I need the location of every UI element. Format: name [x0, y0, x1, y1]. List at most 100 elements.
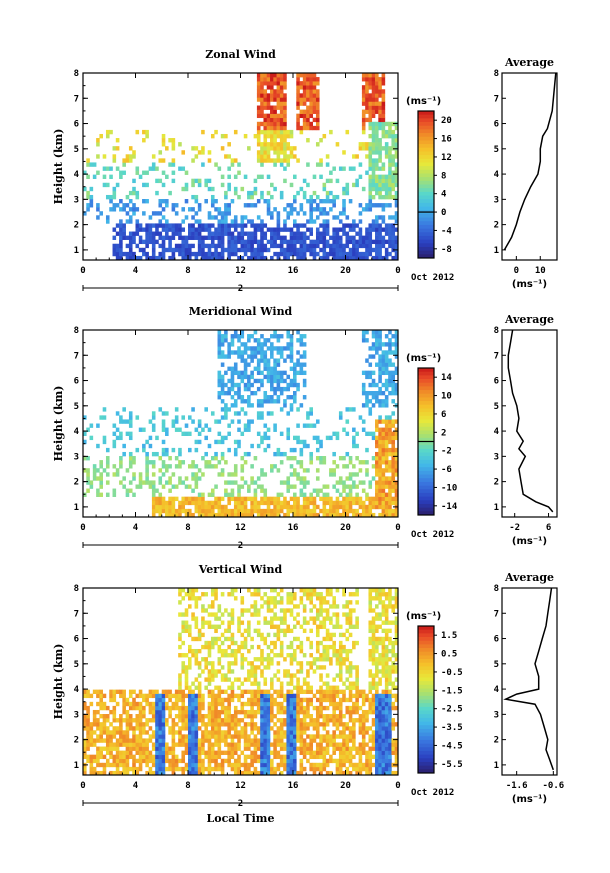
meridional-ytick: 5: [74, 402, 79, 412]
meridional-xtick: 12: [235, 523, 246, 533]
zonal-avg-frame: [501, 72, 558, 261]
zonal-avg-ytick: 8: [494, 69, 499, 79]
meridional-colorbar-label: 10: [441, 392, 452, 402]
zonal-colorbar: 20 16 12 8 4 0 -4 -8: [417, 110, 452, 259]
meridional-colorbar: 14 10 6 2 -2 -6 -10 -14: [417, 367, 458, 516]
vertical-day-label: 2: [238, 799, 243, 809]
vertical-colorbar-label: -4.5: [441, 741, 463, 751]
vertical-xtick: 16: [288, 781, 299, 791]
zonal-date-label: Oct 2012: [411, 273, 454, 283]
meridional-xtick: 20: [340, 523, 351, 533]
vertical-avg-ytick: 4: [494, 685, 500, 695]
meridional-ytick: 3: [74, 452, 79, 462]
zonal-ytick: 1: [74, 246, 79, 256]
vertical-avg-xtick: -1.6: [506, 781, 528, 791]
meridional-unit-label: (ms⁻¹): [406, 353, 441, 364]
vertical-ytick: 5: [74, 660, 79, 670]
meridional-ytick: 1: [74, 503, 79, 513]
meridional-avg-ytick: 2: [494, 478, 499, 488]
meridional-colorbar-label: 6: [441, 410, 446, 420]
meridional-colorbar-label: -14: [441, 502, 458, 512]
vertical-xlabel: Local Time: [207, 812, 275, 825]
meridional-xtick: 4: [133, 523, 139, 533]
vertical-avg-unit: (ms⁻¹): [512, 794, 547, 805]
vertical-ytick: 1: [74, 761, 79, 771]
zonal-colorbar-label: -8: [441, 245, 452, 255]
zonal-colorbar-label: -4: [441, 226, 452, 236]
meridional-avg-ytick: 5: [494, 402, 499, 412]
vertical-xtick: 0: [80, 781, 85, 791]
vertical-ytick: 2: [74, 736, 79, 746]
zonal-ytick: 7: [74, 94, 79, 104]
vertical-colorbar-label: 0.5: [441, 650, 457, 660]
vertical-xtick: 12: [235, 781, 246, 791]
vertical-avg-xtick: -0.6: [542, 781, 564, 791]
zonal-ytick: 4: [74, 170, 80, 180]
zonal-xtick: 4: [133, 266, 139, 276]
meridional-xtick: 16: [288, 523, 299, 533]
zonal-ytick: 6: [74, 120, 79, 130]
vertical-ytick: 8: [74, 584, 79, 594]
vertical-colorbar-label: -1.5: [441, 686, 463, 696]
vertical-heatmap: [83, 588, 399, 776]
zonal-day-label: 2: [238, 284, 243, 294]
zonal-avg-unit: (ms⁻¹): [512, 279, 547, 290]
zonal-ytick: 8: [74, 69, 79, 79]
zonal-ytick: 2: [74, 221, 79, 231]
vertical-ylabel: Height (km): [52, 644, 65, 720]
zonal-avg-xtick: 10: [535, 266, 546, 276]
meridional-day-label: 2: [238, 541, 243, 551]
zonal-avg-ytick: 7: [494, 94, 499, 104]
vertical-ytick: 6: [74, 635, 79, 645]
zonal-colorbar-label: 12: [441, 153, 452, 163]
meridional-title: Meridional Wind: [189, 305, 293, 318]
zonal-avg-ytick: 5: [494, 145, 499, 155]
meridional-avg-ytick: 6: [494, 377, 499, 387]
vertical-avg-title: Average: [504, 571, 554, 584]
meridional-avg-ytick: 1: [494, 503, 499, 513]
zonal-xtick: 12: [235, 266, 246, 276]
vertical-avg-ytick: 3: [494, 710, 499, 720]
zonal-xtick: 8: [185, 266, 190, 276]
zonal-avg-profile-line: [503, 72, 557, 251]
vertical-unit-label: (ms⁻¹): [406, 611, 441, 622]
meridional-heatmap: [83, 330, 399, 518]
meridional-avg-unit: (ms⁻¹): [512, 536, 547, 547]
vertical-ytick: 4: [74, 685, 80, 695]
vertical-colorbar-label: -5.5: [441, 760, 463, 770]
zonal-colorbar-label: 0: [441, 208, 446, 218]
zonal-ytick: 3: [74, 195, 79, 205]
meridional-ylabel: Height (km): [52, 386, 65, 462]
zonal-xtick: 0: [395, 266, 400, 276]
zonal-xtick: 16: [288, 266, 299, 276]
vertical-colorbar-label: -3.5: [441, 723, 463, 733]
vertical-avg-ytick: 8: [494, 584, 499, 594]
meridional-ytick: 7: [74, 351, 79, 361]
vertical-date-label: Oct 2012: [411, 788, 454, 798]
meridional-avg-frame: [501, 329, 558, 518]
zonal-avg-ytick: 6: [494, 120, 499, 130]
vertical-xtick: 8: [185, 781, 190, 791]
meridional-avg-profile-line: [507, 329, 554, 513]
zonal-ytick: 5: [74, 145, 79, 155]
meridional-avg-xtick: 6: [546, 523, 551, 533]
zonal-avg-ytick: 2: [494, 221, 499, 231]
meridional-colorbar-label: -2: [441, 447, 452, 457]
meridional-avg-xtick: -2: [509, 523, 520, 533]
zonal-title: Zonal Wind: [205, 48, 276, 61]
zonal-colorbar-label: 4: [441, 190, 447, 200]
zonal-unit-label: (ms⁻¹): [406, 96, 441, 107]
zonal-avg-xtick: 0: [514, 266, 519, 276]
meridional-xtick: 0: [80, 523, 85, 533]
vertical-avg-profile-line: [503, 587, 555, 771]
vertical-avg-frame: [501, 587, 558, 776]
vertical-ytick: 3: [74, 710, 79, 720]
vertical-avg-ytick: 1: [494, 761, 499, 771]
vertical-ytick: 7: [74, 609, 79, 619]
meridional-xtick: 0: [395, 523, 400, 533]
meridional-colorbar-label: 14: [441, 373, 452, 383]
vertical-avg-ytick: 5: [494, 660, 499, 670]
